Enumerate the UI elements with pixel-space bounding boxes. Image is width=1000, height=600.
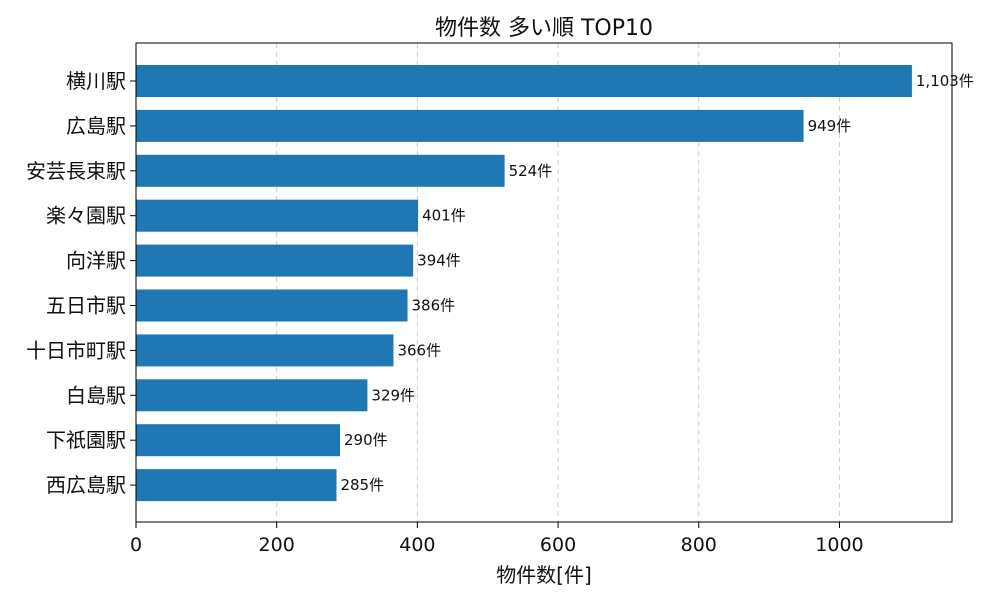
category-label: 楽々園駅 <box>46 204 126 228</box>
bar <box>136 334 394 367</box>
bar-value-label: 394件 <box>417 252 461 270</box>
category-label: 五日市駅 <box>46 294 126 318</box>
category-label: 向洋駅 <box>66 249 126 273</box>
category-label: 下祇園駅 <box>46 428 126 452</box>
x-tick-label: 200 <box>259 534 295 556</box>
chart-title: 物件数 多い順 TOP10 <box>435 16 653 41</box>
bar <box>136 199 419 232</box>
bar <box>136 379 368 412</box>
bar-value-label: 401件 <box>422 207 466 225</box>
bar-value-label: 1,103件 <box>916 72 974 90</box>
x-tick-label: 800 <box>681 534 717 556</box>
category-label: 西広島駅 <box>46 473 126 497</box>
bars: 1,103件 949件 524件 401件 394件 386件 366件 329件 290件 28… <box>136 65 974 502</box>
x-tick-label: 400 <box>399 534 435 556</box>
bar-value-label: 329件 <box>371 386 415 404</box>
bar-value-label: 290件 <box>344 431 388 449</box>
bar <box>136 244 414 277</box>
category-label: 広島駅 <box>66 114 126 138</box>
category-label: 横川駅 <box>66 69 126 93</box>
bar <box>136 289 408 322</box>
x-tick-label: 1000 <box>815 534 863 556</box>
bar-value-label: 524件 <box>509 162 553 180</box>
bar-value-label: 285件 <box>340 476 384 494</box>
category-label: 十日市町駅 <box>26 338 126 362</box>
x-axis-label: 物件数[件] <box>496 563 592 587</box>
bar-value-label: 949件 <box>808 117 852 135</box>
bar <box>136 424 340 457</box>
x-tick-label: 600 <box>540 534 576 556</box>
category-label: 白島駅 <box>66 383 126 407</box>
category-label: 安芸長束駅 <box>26 159 126 183</box>
bar-value-label: 366件 <box>397 341 441 359</box>
plot-frame <box>135 42 953 523</box>
bar <box>136 109 804 142</box>
bar <box>136 469 337 502</box>
bar <box>136 154 505 187</box>
bar <box>136 65 912 97</box>
bar-value-label: 386件 <box>412 297 456 315</box>
x-axis: 0 200 400 600 800 1000 <box>130 522 864 556</box>
x-tick-label: 0 <box>130 534 142 556</box>
